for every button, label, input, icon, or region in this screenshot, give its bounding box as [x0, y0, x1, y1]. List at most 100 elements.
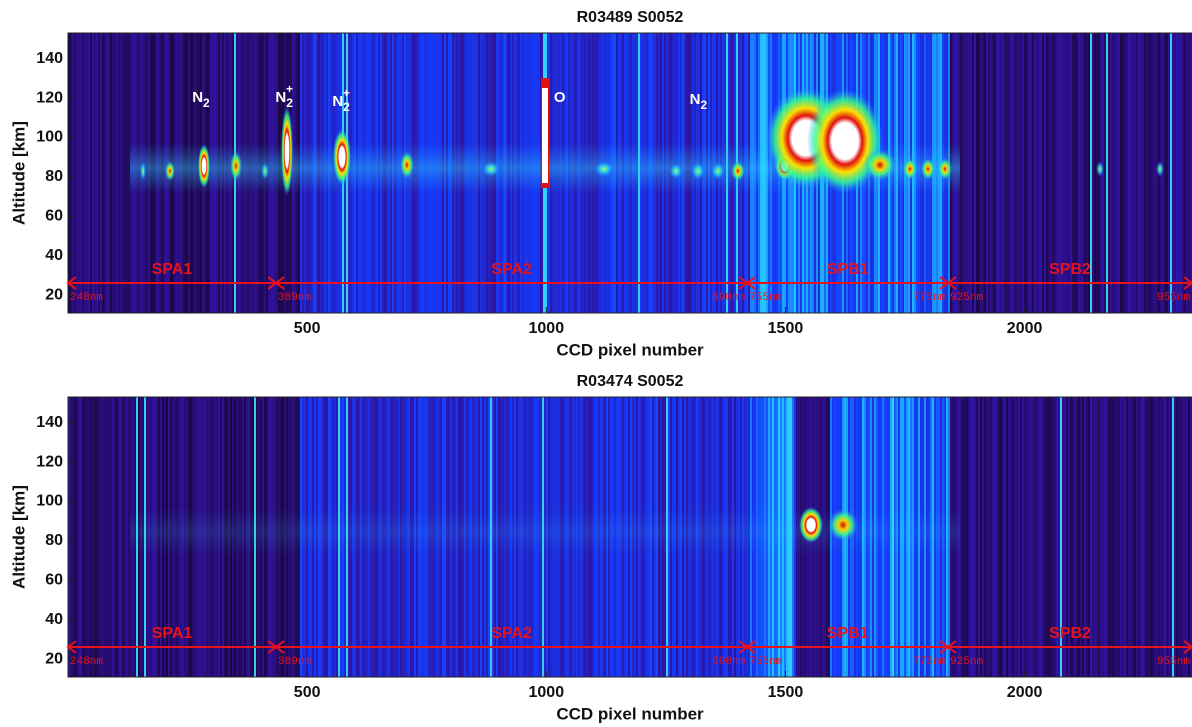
heatmap-column: [1026, 397, 1028, 677]
heatmap-column: [68, 397, 70, 677]
arrow-head: [946, 276, 1192, 290]
heatmap-column: [1122, 33, 1124, 313]
emission-blob: [261, 162, 269, 180]
heatmap-column: [100, 33, 102, 313]
x-tick-label: 1000: [529, 684, 565, 701]
heatmap-column: [1004, 397, 1006, 677]
heatmap-column: [106, 33, 108, 313]
heatmap-column: [1142, 397, 1144, 677]
wavelength-label: 955nm: [1157, 656, 1190, 668]
heatmap-column: [1086, 397, 1088, 677]
heatmap-column: [1078, 33, 1080, 313]
emission-blob: [165, 161, 175, 181]
heatmap-column: [1164, 397, 1166, 677]
heatmap-column: [78, 397, 80, 677]
heatmap-column: [1084, 33, 1086, 313]
emission-blob: [333, 129, 351, 185]
heatmap-column: [980, 33, 982, 313]
heatmap-column: [1182, 397, 1184, 677]
heatmap-column: [998, 33, 1000, 313]
heatmap-column: [1048, 397, 1050, 677]
heatmap-column: [128, 33, 130, 313]
plot-frame: [67, 32, 1192, 314]
heatmap-column: [966, 33, 968, 313]
heatmap-column: [1126, 397, 1128, 677]
heatmap-column: [1140, 397, 1142, 677]
heatmap-column: [1012, 397, 1014, 677]
heatmap-column: [1108, 397, 1110, 677]
region-label: SPA2: [491, 625, 532, 642]
heatmap-column: [1124, 397, 1126, 677]
heatmap-column: [1146, 33, 1148, 313]
heatmap-column: [986, 397, 988, 677]
x-tick-label: 500: [294, 684, 321, 701]
heatmap-column: [102, 397, 104, 677]
heatmap-column: [1036, 33, 1038, 313]
heatmap-column: [80, 397, 82, 677]
heatmap-column: [1124, 33, 1126, 313]
heatmap-column: [1038, 33, 1040, 313]
heatmap-column: [974, 33, 976, 313]
heatmap-column: [1180, 33, 1182, 313]
region-label: SPA1: [152, 625, 193, 642]
heatmap-column: [964, 33, 966, 313]
heatmap-column: [1130, 33, 1132, 313]
heatmap-column: [1176, 33, 1178, 313]
heatmap-column: [1160, 397, 1162, 677]
species-symbol: N: [690, 91, 701, 108]
region-label: SPB2: [1049, 261, 1091, 278]
heatmap-column: [1156, 397, 1158, 677]
y-tick-label: 80: [45, 532, 63, 549]
heatmap-column: [94, 397, 96, 677]
heatmap-column: [1052, 33, 1054, 313]
heatmap-column: [118, 397, 120, 677]
heatmap-column: [76, 33, 78, 313]
heatmap-column: [112, 33, 114, 313]
heatmap-column: [990, 33, 992, 313]
heatmap-column: [1020, 33, 1022, 313]
heatmap-column: [116, 33, 118, 313]
heatmap-column: [1148, 397, 1150, 677]
heatmap-column: [960, 33, 962, 313]
heatmap-column: [986, 33, 988, 313]
heatmap-column: [126, 33, 128, 313]
emission-blob: [594, 161, 614, 177]
heatmap-column: [1090, 33, 1092, 313]
heatmap-column: [1184, 397, 1186, 677]
heatmap-column: [1040, 33, 1042, 313]
heatmap-column: [96, 397, 98, 677]
heatmap-column: [1162, 397, 1164, 677]
y-tick-label: 20: [45, 650, 63, 667]
region-label: SPB1: [827, 261, 869, 278]
emission-blob: [938, 158, 952, 180]
heatmap-column: [120, 397, 122, 677]
heatmap-column: [1082, 397, 1084, 677]
heatmap-column: [1144, 397, 1146, 677]
heatmap-column: [1014, 397, 1016, 677]
wavelength-label: 248nm: [70, 656, 103, 668]
wavelength-label: 775nm: [913, 656, 946, 668]
heatmap-column: [112, 397, 114, 677]
heatmap-column: [1178, 33, 1180, 313]
emission-blob: [799, 507, 823, 543]
emission-blob: [807, 89, 883, 193]
heatmap-column: [1146, 397, 1148, 677]
heatmap-column: [1166, 33, 1168, 313]
heatmap-column: [1144, 33, 1146, 313]
heatmap-column: [996, 397, 998, 677]
heatmap-column: [982, 397, 984, 677]
heatmap-column: [1078, 397, 1080, 677]
emission-blob: [198, 144, 210, 188]
heatmap-column: [990, 397, 992, 677]
wavelength-label: 389nm: [278, 292, 311, 304]
heatmap-column: [1132, 33, 1134, 313]
heatmap-column: [1058, 397, 1060, 677]
y-tick-label: 100: [36, 129, 63, 146]
species-subscript: 2: [203, 96, 210, 110]
heatmap-column: [1074, 33, 1076, 313]
y-tick-label: 80: [45, 168, 63, 185]
heatmap-column: [68, 33, 70, 313]
heatmap-column: [124, 33, 126, 313]
heatmap-column: [1170, 397, 1172, 677]
species-label: N2: [192, 89, 210, 110]
